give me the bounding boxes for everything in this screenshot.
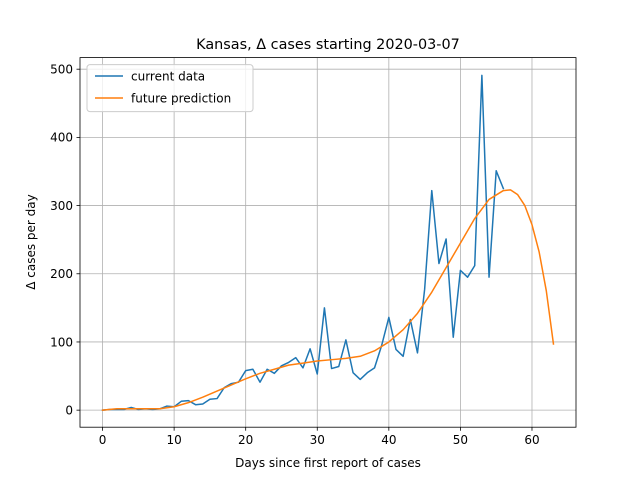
series-layer <box>101 74 555 411</box>
legend-box <box>86 64 254 113</box>
y-axis-label: Δ cases per day <box>24 194 38 290</box>
y-tick-label: 400 <box>50 131 73 145</box>
chart-title: Kansas, Δ cases starting 2020-03-07 <box>196 37 460 53</box>
series-line-future-prediction <box>101 189 555 411</box>
ticks: 0 10 20 30 40 50 60 0 100 200 300 400 500 <box>50 62 540 447</box>
x-tick-label: 40 <box>381 433 396 447</box>
series-line-current-data <box>101 74 505 411</box>
y-tick-label: 300 <box>50 199 73 213</box>
x-tick-label: 0 <box>99 433 107 447</box>
y-tick-label: 200 <box>50 267 73 281</box>
x-tick-label: 60 <box>524 433 539 447</box>
plot-area-frame <box>79 57 577 428</box>
y-tick-label: 500 <box>50 62 73 76</box>
x-tick-label: 30 <box>310 433 325 447</box>
legend-label-future-prediction: future prediction <box>131 92 231 106</box>
x-tick-label: 20 <box>238 433 253 447</box>
y-tick-label: 100 <box>50 335 73 349</box>
legend: current data future prediction <box>86 64 254 113</box>
x-axis-label: Days since first report of cases <box>235 456 421 470</box>
y-tick-label: 0 <box>65 403 73 417</box>
x-tick-label: 10 <box>166 433 181 447</box>
x-tick-label: 50 <box>453 433 468 447</box>
legend-label-current-data: current data <box>131 70 205 84</box>
